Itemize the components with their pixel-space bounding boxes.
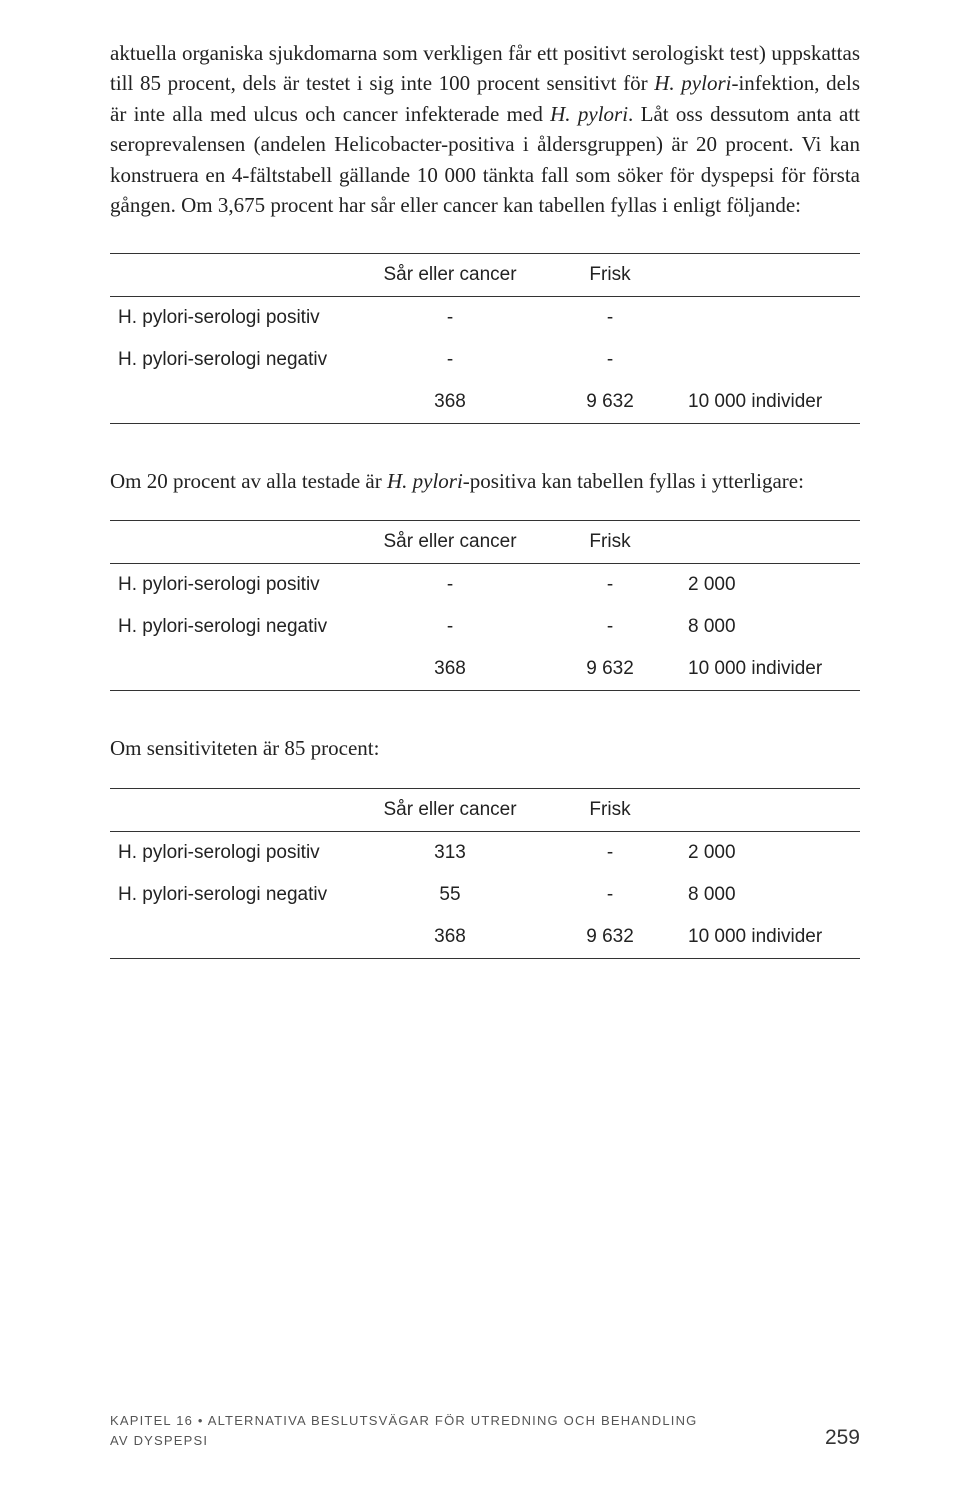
- paragraph-italic-1: H. pylori: [654, 71, 731, 95]
- row-label-negativ: H. pylori-serologi negativ: [110, 606, 360, 648]
- page-number: 259: [825, 1426, 860, 1450]
- col-header-healthy: Frisk: [540, 254, 680, 296]
- cell: 2 000: [680, 832, 860, 874]
- table-row: 368 9 632 10 000 individer: [110, 916, 860, 958]
- table-row: H. pylori-serologi positiv 313 - 2 000: [110, 832, 860, 874]
- cell-total: 10 000 individer: [680, 916, 860, 958]
- table-3: Sår eller cancer Frisk H. pylori-serolog…: [110, 788, 860, 959]
- table-row: 368 9 632 10 000 individer: [110, 648, 860, 690]
- intro2-t1: Om 20 procent av alla testade är: [110, 469, 387, 493]
- table-row: H. pylori-serologi negativ - -: [110, 339, 860, 381]
- table-row: 368 9 632 10 000 individer: [110, 381, 860, 423]
- cell: 2 000: [680, 564, 860, 606]
- cell-total: 368: [360, 916, 540, 958]
- cell: -: [540, 297, 680, 339]
- col-header-healthy: Frisk: [540, 789, 680, 831]
- cell-total: 9 632: [540, 916, 680, 958]
- intro-3: Om sensitiviteten är 85 procent:: [110, 733, 860, 763]
- row-label-negativ: H. pylori-serologi negativ: [110, 339, 360, 381]
- cell: 8 000: [680, 606, 860, 648]
- table-1-header: Sår eller cancer Frisk: [110, 254, 860, 296]
- cell-total: 368: [360, 381, 540, 423]
- cell: -: [540, 606, 680, 648]
- cell-total: 10 000 individer: [680, 648, 860, 690]
- cell: -: [360, 339, 540, 381]
- cell: -: [360, 606, 540, 648]
- cell: [680, 339, 860, 381]
- cell-total: 10 000 individer: [680, 381, 860, 423]
- table-1: Sår eller cancer Frisk H. pylori-serolog…: [110, 253, 860, 424]
- cell-total: 9 632: [540, 648, 680, 690]
- cell: -: [540, 874, 680, 916]
- intro-2: Om 20 procent av alla testade är H. pylo…: [110, 466, 860, 496]
- table-row: H. pylori-serologi negativ 55 - 8 000: [110, 874, 860, 916]
- intro2-t3: -positiva kan tabellen fyllas i ytterlig…: [463, 469, 804, 493]
- cell: -: [360, 564, 540, 606]
- table-row: H. pylori-serologi positiv - - 2 000: [110, 564, 860, 606]
- table-2: Sår eller cancer Frisk H. pylori-serolog…: [110, 520, 860, 691]
- col-header-sick: Sår eller cancer: [360, 789, 540, 831]
- row-label-negativ: H. pylori-serologi negativ: [110, 874, 360, 916]
- cell: -: [360, 297, 540, 339]
- main-paragraph: aktuella organiska sjukdomarna som verkl…: [110, 38, 860, 221]
- page-footer: KAPITEL 16 • ALTERNATIVA BESLUTSVÄGAR FÖ…: [110, 1411, 860, 1450]
- cell-total: 368: [360, 648, 540, 690]
- table-2-header: Sår eller cancer Frisk: [110, 521, 860, 563]
- cell: -: [540, 832, 680, 874]
- table-row: H. pylori-serologi positiv - -: [110, 297, 860, 339]
- cell-total: 9 632: [540, 381, 680, 423]
- paragraph-italic-2: H. pylori: [550, 102, 628, 126]
- table-row: H. pylori-serologi negativ - - 8 000: [110, 606, 860, 648]
- col-header-sick: Sår eller cancer: [360, 521, 540, 563]
- row-label-positiv: H. pylori-serologi positiv: [110, 297, 360, 339]
- row-label-positiv: H. pylori-serologi positiv: [110, 564, 360, 606]
- footer-chapter-title: KAPITEL 16 • ALTERNATIVA BESLUTSVÄGAR FÖ…: [110, 1411, 698, 1450]
- cell: 313: [360, 832, 540, 874]
- col-header-sick: Sår eller cancer: [360, 254, 540, 296]
- table-3-header: Sår eller cancer Frisk: [110, 789, 860, 831]
- cell: 55: [360, 874, 540, 916]
- row-label-positiv: H. pylori-serologi positiv: [110, 832, 360, 874]
- cell: [680, 297, 860, 339]
- col-header-healthy: Frisk: [540, 521, 680, 563]
- footer-line1: KAPITEL 16 • ALTERNATIVA BESLUTSVÄGAR FÖ…: [110, 1413, 698, 1428]
- cell: 8 000: [680, 874, 860, 916]
- footer-line2: AV DYSPEPSI: [110, 1433, 208, 1448]
- cell: -: [540, 564, 680, 606]
- intro2-italic: H. pylori: [387, 469, 463, 493]
- cell: -: [540, 339, 680, 381]
